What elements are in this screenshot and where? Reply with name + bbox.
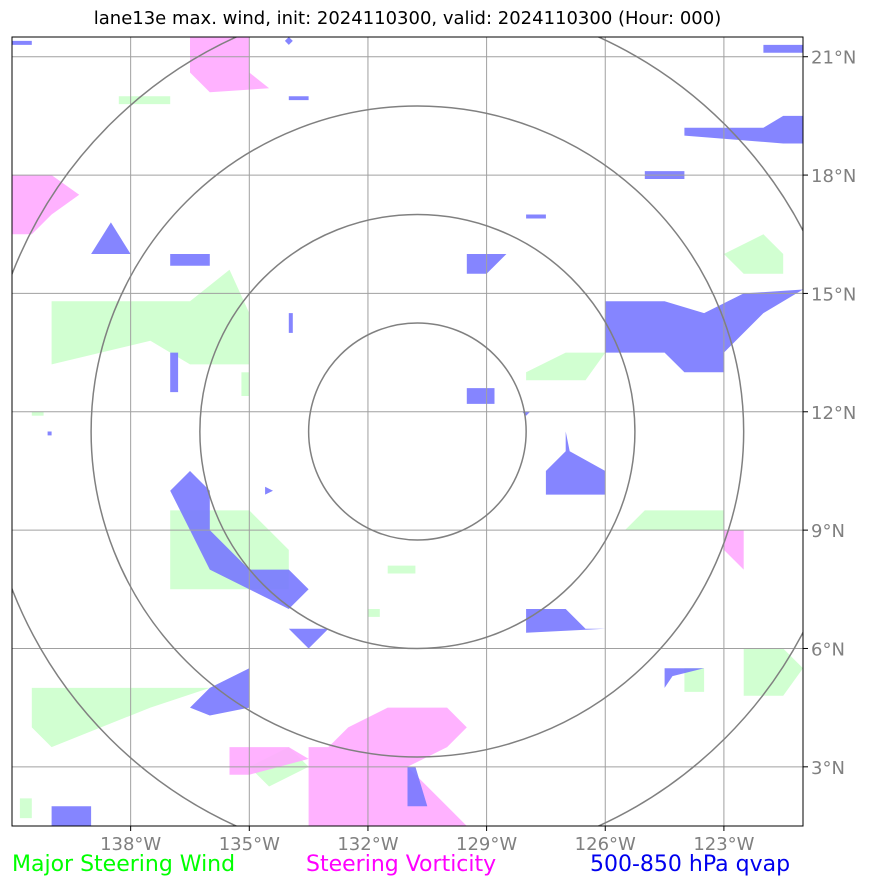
qvap-area bbox=[51, 806, 92, 826]
qvap-area bbox=[47, 431, 52, 436]
lat-tick-label: 18°N bbox=[811, 166, 856, 187]
lon-tick-label: 132°W bbox=[337, 834, 398, 855]
qvap-area bbox=[288, 628, 329, 649]
qvap-area bbox=[407, 766, 428, 807]
qvap-area bbox=[170, 471, 309, 609]
lat-tick-label: 9°N bbox=[811, 521, 845, 542]
qvap-area bbox=[522, 411, 531, 416]
steering-wind-area bbox=[19, 798, 32, 819]
qvap-area bbox=[288, 96, 309, 101]
lon-tick-label: 126°W bbox=[575, 834, 636, 855]
steering-wind-area bbox=[31, 411, 44, 416]
qvap-area bbox=[664, 668, 705, 688]
lon-tick-label: 138°W bbox=[100, 834, 161, 855]
steering-vorticity-area bbox=[190, 37, 270, 93]
qvap-area bbox=[170, 352, 179, 393]
qvap-area bbox=[91, 222, 131, 254]
range-ring bbox=[90, 105, 745, 758]
qvap-area bbox=[526, 214, 546, 219]
legend-steering-wind: Major Steering Wind bbox=[12, 852, 236, 877]
qvap-area bbox=[466, 388, 495, 404]
steering-wind-area bbox=[51, 269, 250, 365]
axis-ticks: 138°W 135°W 132°W 129°W 126°W 123°W 3°N 6°N 9°N 1… bbox=[100, 48, 856, 855]
qvap-area bbox=[605, 289, 803, 373]
lat-tick-label: 12°N bbox=[811, 403, 856, 424]
qvap-area bbox=[190, 668, 250, 716]
lat-tick-label: 3°N bbox=[811, 758, 845, 779]
qvap-layer bbox=[12, 37, 803, 826]
legend-steering-vorticity: Steering Vorticity bbox=[306, 852, 497, 877]
map-title: lane13e max. wind, init: 2024110300, val… bbox=[93, 8, 722, 29]
steering-wind-area bbox=[387, 565, 416, 574]
lat-tick-label: 15°N bbox=[811, 284, 856, 305]
qvap-area bbox=[284, 37, 293, 45]
steering-wind-area bbox=[526, 352, 606, 381]
qvap-area bbox=[12, 40, 32, 45]
range-ring bbox=[199, 213, 636, 650]
qvap-area bbox=[265, 486, 273, 495]
steering-wind-area bbox=[118, 96, 171, 105]
lat-tick-label: 21°N bbox=[811, 48, 856, 69]
legend-qvap: 500-850 hPa qvap bbox=[590, 852, 791, 877]
lon-tick-label: 129°W bbox=[456, 834, 517, 855]
lat-tick-label: 6°N bbox=[811, 639, 845, 660]
steering-vorticity-area bbox=[723, 530, 744, 570]
lon-tick-label: 123°W bbox=[693, 834, 754, 855]
steering-wind-area bbox=[625, 510, 724, 531]
steering-wind-area bbox=[723, 234, 784, 274]
lon-tick-label: 135°W bbox=[219, 834, 280, 855]
range-rings bbox=[12, 37, 803, 826]
qvap-area bbox=[763, 44, 803, 53]
steering-wind-area bbox=[684, 668, 705, 692]
qvap-area bbox=[170, 254, 210, 266]
range-ring bbox=[307, 322, 527, 541]
steering-wind-area bbox=[743, 648, 803, 696]
qvap-area bbox=[526, 609, 606, 633]
qvap-area bbox=[288, 313, 293, 333]
qvap-area bbox=[684, 115, 803, 144]
steering-wind-area bbox=[31, 687, 210, 748]
plot-frame bbox=[11, 36, 804, 827]
steering-wind-area bbox=[367, 609, 380, 617]
qvap-area bbox=[545, 431, 606, 495]
steering-wind-area bbox=[241, 372, 250, 396]
